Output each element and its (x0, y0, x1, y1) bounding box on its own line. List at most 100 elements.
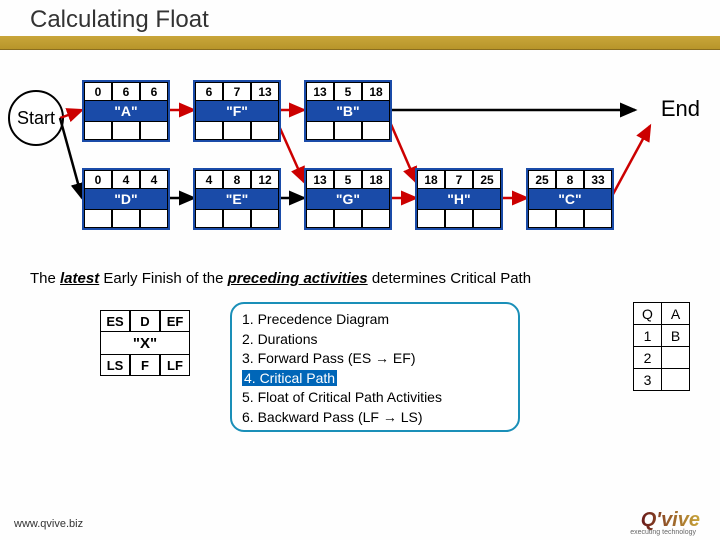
cell-ls (306, 209, 334, 228)
steps-panel: 1. Precedence Diagram2. Durations3. Forw… (230, 302, 520, 432)
cell-ls (195, 209, 223, 228)
legend-activity: ES D EF "X" LS F LF (100, 310, 190, 376)
cell-lf (251, 209, 279, 228)
end-node: End (661, 96, 700, 122)
activity-label: "E" (195, 189, 279, 209)
cell-ef: 18 (362, 82, 390, 101)
qa-header: A (662, 303, 690, 325)
activity-B: 13518"B" (306, 82, 390, 140)
cell-lf (362, 209, 390, 228)
arrow (612, 126, 650, 196)
cell-es: 0 (84, 82, 112, 101)
legend-ls: LS (100, 354, 130, 376)
activity-label: "C" (528, 189, 612, 209)
cell-d: 8 (223, 170, 251, 189)
step-item: 1. Precedence Diagram (242, 310, 508, 330)
cell-es: 0 (84, 170, 112, 189)
arrow (279, 126, 304, 182)
step-item: 3. Forward Pass (ES → EF) (242, 349, 508, 369)
cell-d: 5 (334, 82, 362, 101)
cell-ls (528, 209, 556, 228)
header-bar (0, 36, 720, 50)
activity-G: 13518"G" (306, 170, 390, 228)
activity-F: 6713"F" (195, 82, 279, 140)
cell-f (112, 121, 140, 140)
qa-header: Q (634, 303, 662, 325)
cell-lf (473, 209, 501, 228)
critical-path-note: The latest Early Finish of the preceding… (30, 270, 700, 287)
header: Calculating Float (0, 0, 720, 50)
cell-d: 6 (112, 82, 140, 101)
cell-f (445, 209, 473, 228)
qa-cell (662, 369, 690, 391)
activity-H: 18725"H" (417, 170, 501, 228)
cell-es: 18 (417, 170, 445, 189)
activity-C: 25833"C" (528, 170, 612, 228)
cell-f (334, 121, 362, 140)
cell-f (223, 121, 251, 140)
start-node: Start (8, 90, 64, 146)
footer-url: www.qvive.biz (14, 518, 83, 530)
note-text: Early Finish of the (99, 270, 227, 287)
network-diagram: Start End 066"A"6713"F"13518"B"044"D"481… (0, 70, 720, 260)
cell-ef: 33 (584, 170, 612, 189)
step-item: 2. Durations (242, 330, 508, 350)
qa-cell: 1 (634, 325, 662, 347)
cell-d: 4 (112, 170, 140, 189)
cell-f (556, 209, 584, 228)
page-title: Calculating Float (30, 6, 209, 34)
cell-d: 7 (445, 170, 473, 189)
note-emph: preceding activities (228, 270, 368, 287)
cell-ef: 13 (251, 82, 279, 101)
cell-es: 25 (528, 170, 556, 189)
cell-d: 8 (556, 170, 584, 189)
legend-label: "X" (100, 332, 190, 354)
cell-ls (84, 209, 112, 228)
note-text: determines Critical Path (368, 270, 531, 287)
cell-f (112, 209, 140, 228)
cell-es: 13 (306, 82, 334, 101)
cell-ef: 12 (251, 170, 279, 189)
qa-cell: 2 (634, 347, 662, 369)
cell-ls (84, 121, 112, 140)
cell-ef: 6 (140, 82, 168, 101)
arrow (390, 122, 416, 182)
activity-label: "D" (84, 189, 168, 209)
activity-label: "B" (306, 101, 390, 121)
cell-lf (584, 209, 612, 228)
legend-es: ES (100, 310, 130, 332)
legend-f: F (130, 354, 160, 376)
cell-es: 4 (195, 170, 223, 189)
logo-sub: executing technology (630, 529, 696, 536)
cell-f (223, 209, 251, 228)
cell-d: 7 (223, 82, 251, 101)
step-item: 4. Critical Path (242, 369, 508, 389)
activity-D: 044"D" (84, 170, 168, 228)
step-item: 6. Backward Pass (LF → LS) (242, 408, 508, 428)
cell-ls (417, 209, 445, 228)
note-text: The (30, 270, 60, 287)
cell-lf (140, 209, 168, 228)
qa-cell (662, 347, 690, 369)
step-item: 5. Float of Critical Path Activities (242, 388, 508, 408)
activity-label: "A" (84, 101, 168, 121)
qa-cell: B (662, 325, 690, 347)
cell-es: 6 (195, 82, 223, 101)
activity-A: 066"A" (84, 82, 168, 140)
cell-d: 5 (334, 170, 362, 189)
cell-lf (362, 121, 390, 140)
legend-ef: EF (160, 310, 190, 332)
cell-lf (140, 121, 168, 140)
activity-label: "F" (195, 101, 279, 121)
cell-ls (195, 121, 223, 140)
legend-d: D (130, 310, 160, 332)
qa-cell: 3 (634, 369, 662, 391)
note-emph: latest (60, 270, 99, 287)
cell-ef: 25 (473, 170, 501, 189)
activity-E: 4812"E" (195, 170, 279, 228)
cell-lf (251, 121, 279, 140)
cell-ef: 18 (362, 170, 390, 189)
cell-f (334, 209, 362, 228)
activity-label: "H" (417, 189, 501, 209)
activity-label: "G" (306, 189, 390, 209)
